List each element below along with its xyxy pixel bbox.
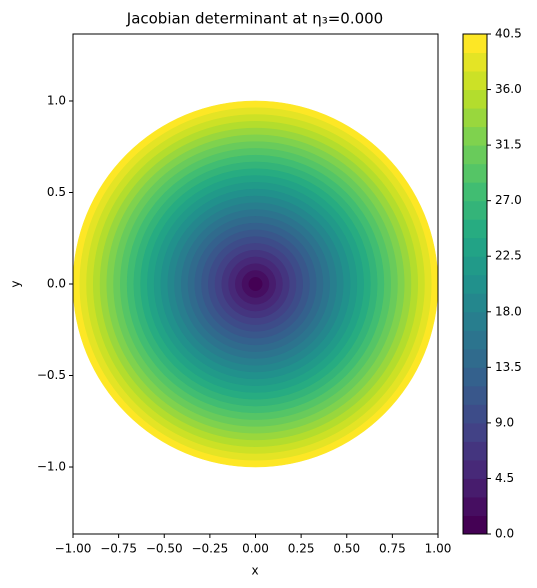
colorbar-segment xyxy=(463,441,487,461)
colorbar-tick-label: 27.0 xyxy=(495,193,522,207)
x-tick-label: 0.00 xyxy=(242,542,269,556)
x-tick-label: −1.00 xyxy=(55,542,92,556)
colorbar-tick-label: 13.5 xyxy=(495,360,522,374)
x-tick-label: 0.25 xyxy=(288,542,315,556)
colorbar-tick-label: 18.0 xyxy=(495,304,522,318)
colorbar-segment xyxy=(463,256,487,276)
colorbar-segment xyxy=(463,200,487,220)
colorbar-tick-label: 9.0 xyxy=(495,415,514,429)
colorbar-segment xyxy=(463,293,487,313)
colorbar-segment xyxy=(463,182,487,202)
x-tick-label: −0.50 xyxy=(146,542,183,556)
y-tick-label: −0.5 xyxy=(37,368,66,382)
colorbar-segment xyxy=(463,126,487,146)
x-tick-label: 0.75 xyxy=(379,542,406,556)
chart-title: Jacobian determinant at η₃=0.000 xyxy=(126,10,383,28)
y-tick-label: 0.5 xyxy=(47,185,66,199)
contour-band xyxy=(248,276,263,292)
colorbar-tick-label: 4.5 xyxy=(495,471,514,485)
colorbar-segment xyxy=(463,385,487,405)
colorbar-tick-label: 0.0 xyxy=(495,527,514,541)
colorbar-segment xyxy=(463,478,487,498)
colorbar-segment xyxy=(463,145,487,165)
colorbar-segment xyxy=(463,422,487,442)
colorbar-segment xyxy=(463,515,487,535)
colorbar-tick-label: 40.5 xyxy=(495,27,522,41)
y-axis-label: y xyxy=(9,280,23,287)
colorbar-segment xyxy=(463,71,487,91)
colorbar-tick-label: 36.0 xyxy=(495,82,522,96)
colorbar-segment xyxy=(463,459,487,479)
y-tick-label: −1.0 xyxy=(37,460,66,474)
x-tick-label: −0.75 xyxy=(100,542,137,556)
colorbar-segment xyxy=(463,34,487,54)
colorbar-segment xyxy=(463,274,487,294)
colorbar-segment xyxy=(463,108,487,128)
colorbar-segment xyxy=(463,163,487,183)
x-tick-label: 0.50 xyxy=(333,542,360,556)
colorbar-segment xyxy=(463,311,487,331)
colorbar-segment xyxy=(463,89,487,109)
colorbar-segment xyxy=(463,404,487,424)
colorbar-segment xyxy=(463,330,487,350)
colorbar-segment xyxy=(463,367,487,387)
x-tick-label: 1.00 xyxy=(425,542,452,556)
colorbar-segment xyxy=(463,348,487,368)
y-tick-label: 0.0 xyxy=(47,277,66,291)
x-axis-label: x xyxy=(251,564,258,578)
colorbar-frame xyxy=(462,33,488,535)
colorbar-segment xyxy=(463,496,487,516)
colorbar-tick-label: 31.5 xyxy=(495,138,522,152)
colorbar-segment xyxy=(463,52,487,72)
colorbar-segment xyxy=(463,237,487,257)
colorbar-tick-label: 22.5 xyxy=(495,249,522,263)
colorbar-segment xyxy=(463,219,487,239)
y-tick-label: 1.0 xyxy=(47,93,66,107)
x-tick-label: −0.25 xyxy=(191,542,228,556)
